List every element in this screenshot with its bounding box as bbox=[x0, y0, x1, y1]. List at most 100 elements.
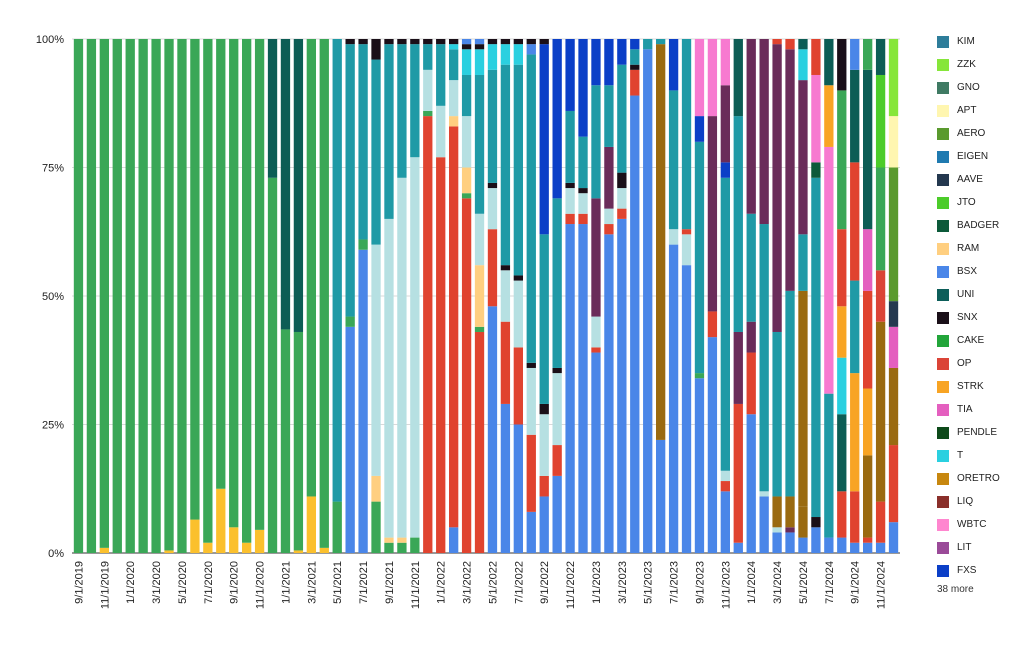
bar-segment bbox=[772, 532, 782, 553]
bar-segment bbox=[875, 39, 886, 75]
x-tick-label: 11/1/2024 bbox=[876, 561, 888, 609]
bar-segment bbox=[746, 213, 756, 322]
bar-segment bbox=[423, 44, 433, 70]
bar-segment bbox=[384, 39, 394, 45]
bar-segment bbox=[888, 367, 899, 446]
legend-swatch bbox=[937, 127, 949, 140]
bar-segment bbox=[125, 39, 135, 553]
bar-segment bbox=[267, 177, 278, 553]
bar-segment bbox=[461, 39, 472, 45]
bar-segment bbox=[151, 39, 161, 553]
bar-segment bbox=[863, 455, 873, 538]
x-tick-label: 9/1/2020 bbox=[229, 561, 241, 604]
bar-segment bbox=[552, 475, 562, 553]
bar-segment bbox=[578, 193, 588, 214]
bar-segment bbox=[539, 403, 549, 415]
bar-segment bbox=[681, 39, 692, 230]
bar-segment bbox=[863, 537, 873, 543]
legend-label: T bbox=[957, 450, 964, 461]
bar-segment bbox=[500, 270, 511, 322]
legend-label: LIT bbox=[957, 542, 972, 553]
bar-segment bbox=[824, 393, 834, 538]
bar-segment bbox=[798, 80, 808, 235]
bar-segment bbox=[513, 39, 523, 45]
bar-segment bbox=[461, 116, 472, 168]
bar-segment bbox=[694, 39, 705, 117]
bar-segment bbox=[461, 193, 472, 199]
bar-segment bbox=[811, 39, 821, 75]
x-tick-label: 5/1/2021 bbox=[332, 561, 344, 604]
bar-segment bbox=[164, 39, 174, 551]
legend-swatch bbox=[937, 219, 949, 232]
legend-item: LIT bbox=[937, 536, 1032, 559]
bar-segment bbox=[500, 44, 511, 65]
bar-segment bbox=[99, 39, 109, 548]
bar-segment bbox=[707, 39, 718, 117]
bar-segment bbox=[112, 39, 122, 553]
bar-segment bbox=[785, 49, 795, 291]
legend-swatch bbox=[937, 58, 949, 71]
bar-segment bbox=[694, 116, 705, 142]
x-tick-label: 5/1/2023 bbox=[643, 561, 655, 604]
bar-segment bbox=[733, 331, 743, 404]
bar-segment bbox=[733, 39, 743, 117]
bar-segment bbox=[746, 352, 756, 415]
bar-segment bbox=[591, 316, 601, 348]
bar-segment bbox=[746, 321, 756, 353]
legend-swatch bbox=[937, 564, 949, 577]
bar-segment bbox=[539, 414, 549, 476]
bar-segment bbox=[474, 44, 485, 50]
bar-segment bbox=[332, 501, 342, 553]
bar-segment bbox=[280, 329, 291, 553]
bar-segment bbox=[875, 542, 886, 553]
bar-segment bbox=[539, 234, 549, 404]
bar-segment bbox=[474, 39, 485, 45]
bar-segment bbox=[772, 39, 782, 45]
bar-segment bbox=[177, 39, 187, 553]
bar-segment bbox=[824, 146, 834, 394]
bar-segment bbox=[863, 69, 873, 230]
legend-swatch bbox=[937, 81, 949, 94]
bar-segment bbox=[190, 519, 200, 553]
x-tick-label: 5/1/2024 bbox=[798, 561, 810, 604]
bar-segment bbox=[487, 39, 498, 45]
bar-segment bbox=[449, 39, 459, 45]
bar-segment bbox=[487, 182, 498, 189]
legend-more-label[interactable]: 38 more bbox=[937, 584, 974, 595]
legend-item: AAVE bbox=[937, 168, 1032, 191]
bar-segment bbox=[203, 542, 213, 553]
x-tick-label: 7/1/2021 bbox=[358, 561, 370, 604]
x-tick-label: 9/1/2024 bbox=[850, 561, 862, 604]
bar-segment bbox=[811, 162, 821, 178]
legend-swatch bbox=[937, 518, 949, 531]
legend-item: CAKE bbox=[937, 329, 1032, 352]
bar-segment bbox=[371, 475, 381, 502]
legend-item: BADGER bbox=[937, 214, 1032, 237]
bar-segment bbox=[617, 172, 627, 189]
bar-segment bbox=[759, 491, 769, 497]
x-tick-label: 9/1/2019 bbox=[73, 561, 85, 604]
bar-segment bbox=[785, 39, 795, 50]
bar-segment bbox=[888, 116, 899, 168]
bar-segment bbox=[345, 316, 355, 327]
bar-segment bbox=[772, 331, 782, 497]
bar-segment bbox=[630, 49, 640, 65]
bar-segment bbox=[371, 244, 381, 476]
legend-label: CAKE bbox=[957, 335, 985, 346]
bar-segment bbox=[397, 542, 407, 553]
x-tick-label: 7/1/2022 bbox=[513, 561, 525, 604]
legend-swatch bbox=[937, 173, 949, 186]
bar-segment bbox=[578, 188, 588, 194]
legend-label: FXS bbox=[957, 565, 977, 576]
bar-segment bbox=[410, 537, 420, 553]
bar-segment bbox=[630, 95, 640, 553]
bar-segment bbox=[604, 208, 614, 225]
bar-segment bbox=[604, 146, 614, 209]
bar-segment bbox=[384, 44, 394, 219]
bar-segment bbox=[138, 39, 148, 553]
x-tick-label: 7/1/2024 bbox=[824, 561, 836, 604]
bar-segment bbox=[888, 167, 899, 302]
bar-segment bbox=[500, 265, 511, 271]
bar-segment bbox=[526, 54, 536, 363]
bar-segment bbox=[850, 491, 860, 543]
